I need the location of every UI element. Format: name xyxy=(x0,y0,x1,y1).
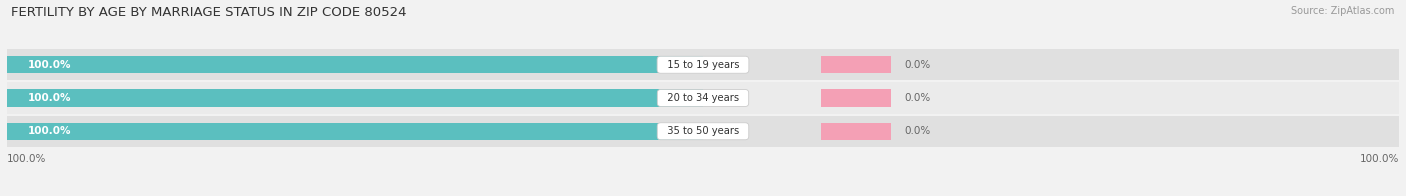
Bar xyxy=(7,56,703,73)
Text: 20 to 34 years: 20 to 34 years xyxy=(661,93,745,103)
Text: 35 to 50 years: 35 to 50 years xyxy=(661,126,745,136)
Text: 0.0%: 0.0% xyxy=(905,126,931,136)
Text: 100.0%: 100.0% xyxy=(7,154,46,164)
Bar xyxy=(7,116,1399,147)
Bar xyxy=(7,82,1399,114)
Text: 100.0%: 100.0% xyxy=(1360,154,1399,164)
Text: 0.0%: 0.0% xyxy=(905,93,931,103)
Text: 100.0%: 100.0% xyxy=(28,93,72,103)
Bar xyxy=(7,89,703,107)
Bar xyxy=(821,89,891,107)
Bar xyxy=(821,123,891,140)
Text: Source: ZipAtlas.com: Source: ZipAtlas.com xyxy=(1291,6,1395,16)
Text: 100.0%: 100.0% xyxy=(28,126,72,136)
Text: 0.0%: 0.0% xyxy=(905,60,931,70)
Text: FERTILITY BY AGE BY MARRIAGE STATUS IN ZIP CODE 80524: FERTILITY BY AGE BY MARRIAGE STATUS IN Z… xyxy=(11,6,406,19)
Bar xyxy=(821,56,891,73)
Bar xyxy=(7,123,703,140)
Text: 100.0%: 100.0% xyxy=(28,60,72,70)
Text: 15 to 19 years: 15 to 19 years xyxy=(661,60,745,70)
Bar xyxy=(7,49,1399,80)
